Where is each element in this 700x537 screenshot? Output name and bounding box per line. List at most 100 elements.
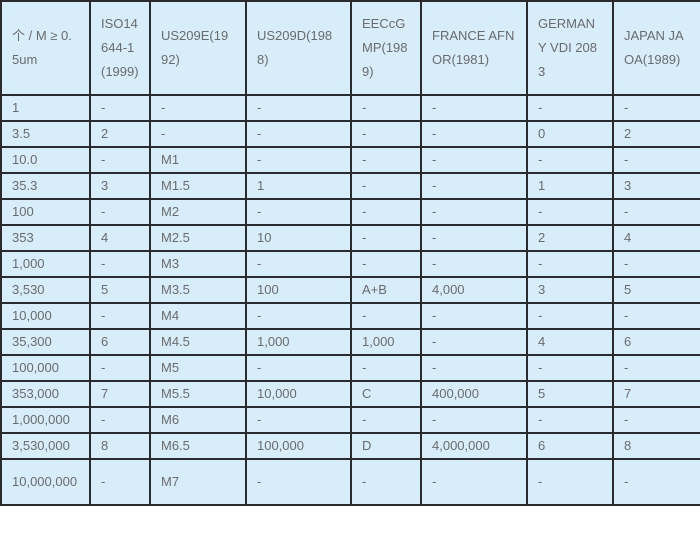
table-row: 1,000- M3- - - - -: [0, 250, 700, 278]
table-cell: -: [89, 354, 151, 382]
table-cell: 100,000: [0, 354, 91, 382]
table-cell: -: [245, 120, 352, 148]
table-cell: -: [526, 302, 614, 330]
table-cell: 6: [612, 328, 700, 356]
table-cell: -: [526, 354, 614, 382]
table-cell: M4.5: [149, 328, 247, 356]
table-cell: C: [350, 380, 422, 408]
table-cell: M4: [149, 302, 247, 330]
table-cell: -: [350, 354, 422, 382]
table-cell: 10.0: [0, 146, 91, 174]
table-cell: 3,530: [0, 276, 91, 304]
table-cell: 2: [89, 120, 151, 148]
table-cell: 100,000: [245, 432, 352, 460]
table-cell: -: [420, 94, 528, 122]
table-cell: -: [245, 354, 352, 382]
table-cell: -: [420, 458, 528, 506]
table-cell: M2: [149, 198, 247, 226]
table-cell: -: [420, 120, 528, 148]
table-cell: -: [526, 146, 614, 174]
table-cell: -: [350, 302, 422, 330]
table-cell: -: [89, 198, 151, 226]
table-cell: 1,000: [245, 328, 352, 356]
column-header: US209E(1992): [149, 0, 247, 96]
column-header: JAPAN JAOA(1989): [612, 0, 700, 96]
table-cell: -: [245, 458, 352, 506]
table-cell: 4: [612, 224, 700, 252]
table-cell: 100: [245, 276, 352, 304]
table-cell: 4,000: [420, 276, 528, 304]
table-cell: 1: [245, 172, 352, 200]
table-cell: 10: [245, 224, 352, 252]
table-cell: -: [245, 250, 352, 278]
table-cell: 5: [526, 380, 614, 408]
table-cell: -: [350, 94, 422, 122]
column-header: ISO14644-1(1999): [89, 0, 151, 96]
table-row: 353 4 M2.5 10- -2 4: [0, 224, 700, 252]
table-cell: -: [420, 406, 528, 434]
table-cell: -: [350, 250, 422, 278]
table-cell: D: [350, 432, 422, 460]
table-cell: 100: [0, 198, 91, 226]
table-cell: -: [245, 146, 352, 174]
table-cell: -: [149, 94, 247, 122]
table-cell: 1: [526, 172, 614, 200]
table-cell: 6: [526, 432, 614, 460]
table-cell: 10,000: [245, 380, 352, 408]
table-cell: 4,000,000: [420, 432, 528, 460]
table-row: 353,000 7 M5.5 10,000 C 400,000 5 7: [0, 380, 700, 408]
table-cell: 0: [526, 120, 614, 148]
table-row: 1,000,000- M6- - - - -: [0, 406, 700, 434]
table-cell: -: [612, 302, 700, 330]
table-cell: M1.5: [149, 172, 247, 200]
table-cell: 10,000: [0, 302, 91, 330]
table-cell: -: [245, 94, 352, 122]
table-cell: -: [350, 198, 422, 226]
table-row: 100- M2- - - - -: [0, 198, 700, 226]
table-cell: -: [420, 250, 528, 278]
table-row: 35,300 6 M4.5 1,000 1,000-4 6: [0, 328, 700, 356]
table-cell: 8: [89, 432, 151, 460]
table-cell: M2.5: [149, 224, 247, 252]
table-cell: M3: [149, 250, 247, 278]
table-cell: -: [420, 302, 528, 330]
table-cell: -: [89, 458, 151, 506]
table-cell: 5: [89, 276, 151, 304]
table-cell: -: [526, 406, 614, 434]
table-cell: 8: [612, 432, 700, 460]
table-cell: 4: [526, 328, 614, 356]
table-cell: 5: [612, 276, 700, 304]
table-cell: 1,000: [350, 328, 422, 356]
table-cell: -: [245, 302, 352, 330]
table-cell: 2: [526, 224, 614, 252]
table-cell: 353,000: [0, 380, 91, 408]
table-cell: -: [149, 120, 247, 148]
table-cell: -: [350, 458, 422, 506]
column-header: EECcGMP(1989): [350, 0, 422, 96]
table-cell: -: [89, 94, 151, 122]
table-cell: -: [89, 302, 151, 330]
table-cell: 1,000: [0, 250, 91, 278]
table-cell: M3.5: [149, 276, 247, 304]
table-row: 35.3 3 M1.5 1- -1 3: [0, 172, 700, 200]
table-cell: M6: [149, 406, 247, 434]
table-cell: 3: [612, 172, 700, 200]
table-cell: M7: [149, 458, 247, 506]
table-cell: -: [350, 146, 422, 174]
table-cell: 35.3: [0, 172, 91, 200]
table-cell: 1: [0, 94, 91, 122]
table-cell: -: [420, 224, 528, 252]
table-cell: M6.5: [149, 432, 247, 460]
table-cell: -: [89, 406, 151, 434]
table-cell: M5: [149, 354, 247, 382]
table-cell: -: [245, 406, 352, 434]
column-header: 个 / M ≥ 0.5um: [0, 0, 91, 96]
table-cell: -: [420, 354, 528, 382]
table-cell: 6: [89, 328, 151, 356]
table-cell: -: [612, 94, 700, 122]
table-cell: -: [420, 146, 528, 174]
table-cell: -: [89, 250, 151, 278]
table-cell: A+B: [350, 276, 422, 304]
table-cell: -: [350, 120, 422, 148]
table-cell: M1: [149, 146, 247, 174]
